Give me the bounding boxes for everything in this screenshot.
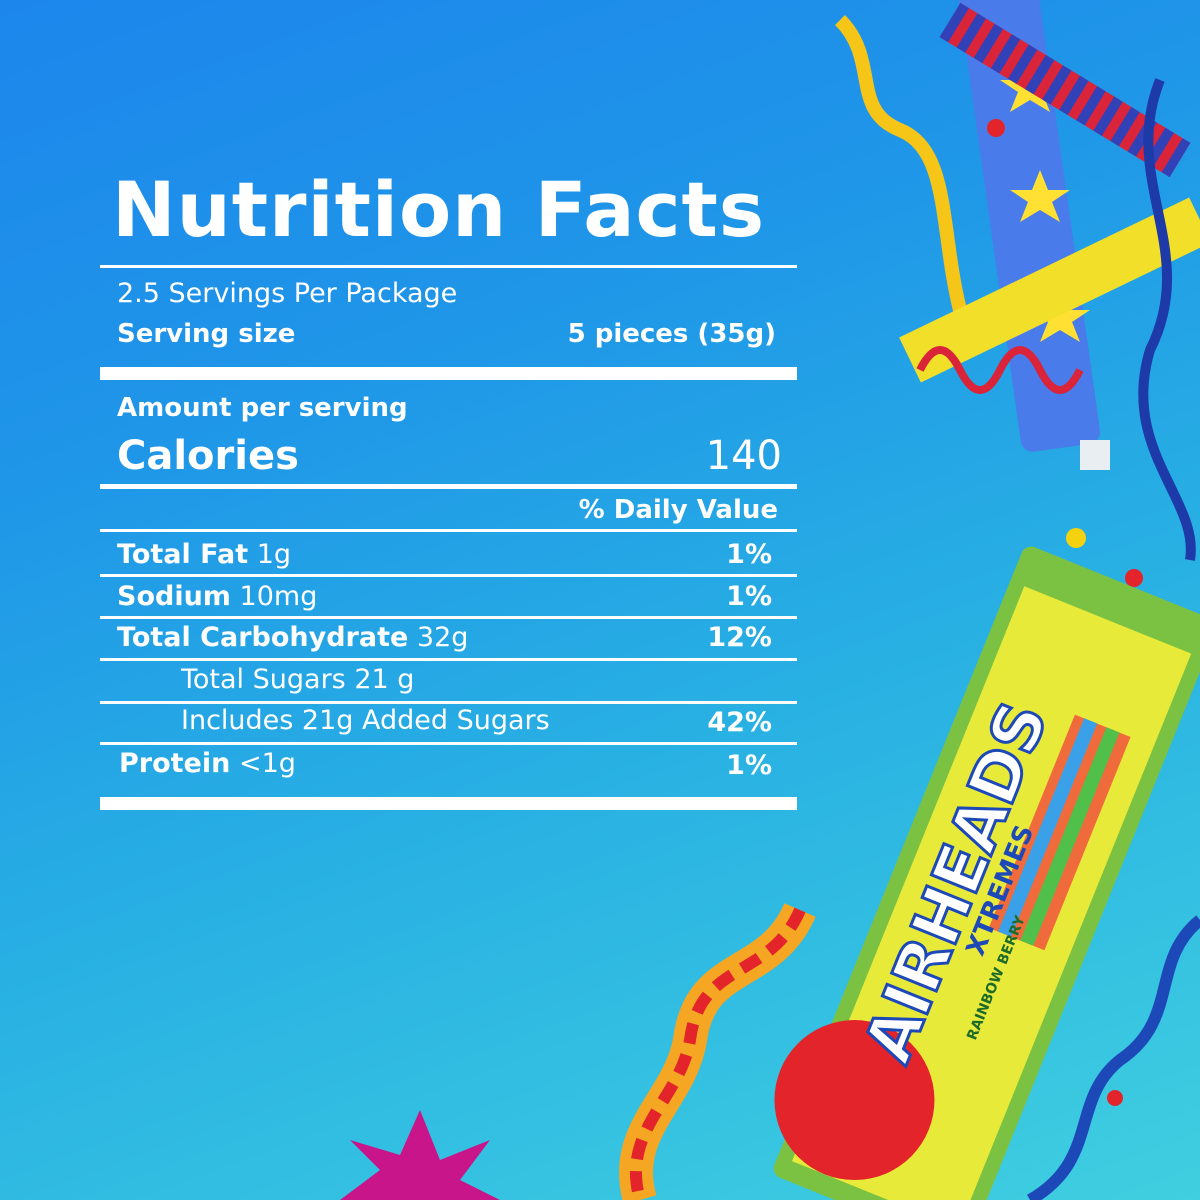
nutrient-row-total-carbohydrate: Total Carbohydrate 32g <box>117 624 468 651</box>
nutrient-amount: <1g <box>238 748 296 779</box>
divider <box>100 742 797 745</box>
nutrient-name: Total Carbohydrate <box>117 622 409 653</box>
blue-streamer <box>1138 78 1196 561</box>
nutrient-dv: 1% <box>726 539 772 570</box>
nutrient-name: Protein <box>119 748 231 779</box>
nutrient-amount: 32g <box>416 622 469 653</box>
divider <box>100 658 797 661</box>
nutrient-dv: 12% <box>707 622 772 653</box>
nutrient-row-total-fat: Total Fat 1g <box>117 541 291 568</box>
confetti <box>1125 569 1143 587</box>
servings-per-package: 2.5 Servings Per Package <box>117 278 458 309</box>
confetti <box>1066 528 1086 548</box>
divider <box>100 701 797 704</box>
amount-per-serving: Amount per serving <box>117 393 408 423</box>
rainbow-candy-strip <box>618 902 816 1200</box>
striped-streamer <box>899 2 1200 394</box>
gift-bow-icon <box>340 1110 500 1200</box>
nutrient-name: Total Fat <box>117 539 249 570</box>
nutrient-amount: 1g <box>256 539 292 570</box>
thick-divider <box>100 797 797 810</box>
candy-package: AIRHEADS XTREMES RAINBOW BERRY <box>773 546 1200 1200</box>
blue-streamer <box>1026 915 1200 1200</box>
nutrient-row-total-sugars: Total Sugars 21 g <box>181 664 415 695</box>
serving-size-value: 5 pieces (35g) <box>567 319 776 349</box>
divider <box>100 616 797 619</box>
divider <box>100 265 797 268</box>
yellow-streamer <box>834 15 967 312</box>
thick-divider <box>100 367 797 380</box>
nutrient-dv: 1% <box>726 750 772 781</box>
divider <box>100 484 797 489</box>
nutrient-row-protein: Protein <1g <box>119 750 296 777</box>
confetti <box>1107 1090 1123 1106</box>
nutrient-amount: 10mg <box>239 581 318 612</box>
divider <box>100 529 797 532</box>
nutrient-row-added-sugars: Includes 21g Added Sugars <box>181 705 550 736</box>
nutrient-dv: 1% <box>726 581 772 612</box>
nutrient-row-sodium: Sodium 10mg <box>117 583 317 610</box>
confetti <box>987 119 1005 137</box>
serving-size-label: Serving size <box>117 319 296 349</box>
daily-value-header: % Daily Value <box>578 495 778 525</box>
nutrition-facts-title: Nutrition Facts <box>112 165 766 254</box>
calories-label: Calories <box>117 433 299 479</box>
divider <box>100 574 797 577</box>
calories-value: 140 <box>705 433 782 479</box>
nutrient-name: Sodium <box>117 581 231 612</box>
nutrient-dv: 42% <box>707 707 772 738</box>
